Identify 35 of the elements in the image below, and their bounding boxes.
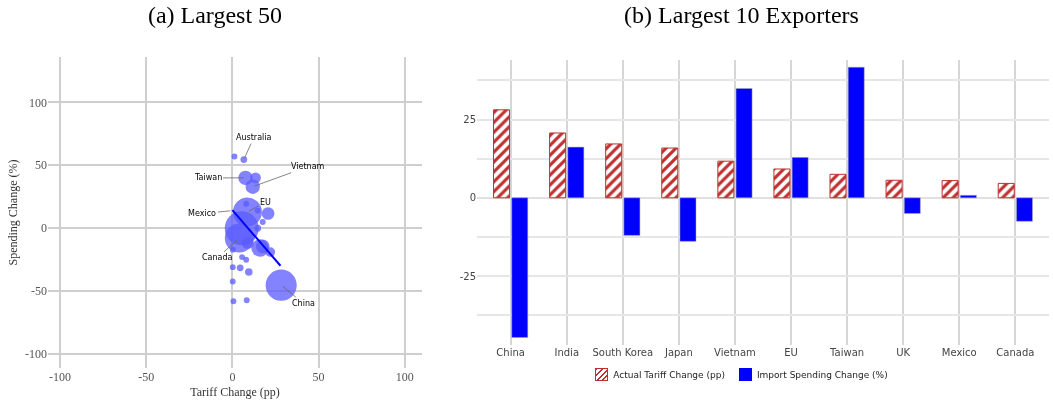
y-tick-label: -50 [31,284,47,299]
annotation: Vietnam [291,162,325,171]
x-tick-label: 100 [395,370,414,384]
y-tick-label: -25 [459,270,476,282]
y-tick-label: 0 [41,221,47,236]
y-tick-label: 0 [469,192,476,204]
y-axis-title: Spending Change (%) [6,159,21,266]
x-tick-label: Canada [996,347,1035,358]
x-tick-label: Vietnam [714,347,756,358]
annotation: China [292,299,315,308]
x-tick-label: -50 [138,370,155,384]
x-tick-label: UK [896,347,911,358]
y-tick-label: 100 [29,95,47,110]
y-tick-label: 25 [463,114,476,126]
x-tick-label: 0 [229,370,236,384]
x-tick-label: Taiwan [829,347,865,358]
x-tick-label: EU [784,347,798,358]
x-tick-label: -100 [49,370,72,384]
annotation: Taiwan [194,173,223,182]
annotation: Mexico [188,209,217,218]
legend-label: Import Spending Change (%) [756,369,888,380]
x-tick-label: Mexico [941,347,977,358]
chart-title: (b) Largest 10 Exporters [624,1,859,28]
annotation: Australia [236,133,272,142]
annotation: EU [260,198,272,207]
legend-label: Actual Tariff Change (pp) [613,369,725,380]
annotation: Canada [202,253,233,262]
x-axis-title: Tariff Change (pp) [190,384,280,399]
y-tick-label: 50 [35,158,47,173]
x-tick-label: Japan [663,347,693,358]
x-tick-label: 50 [312,370,325,384]
x-tick-label: South Korea [592,347,654,358]
chart-title: (a) Largest 50 [147,1,283,28]
x-tick-label: China [496,347,525,358]
x-tick-label: India [554,347,579,358]
